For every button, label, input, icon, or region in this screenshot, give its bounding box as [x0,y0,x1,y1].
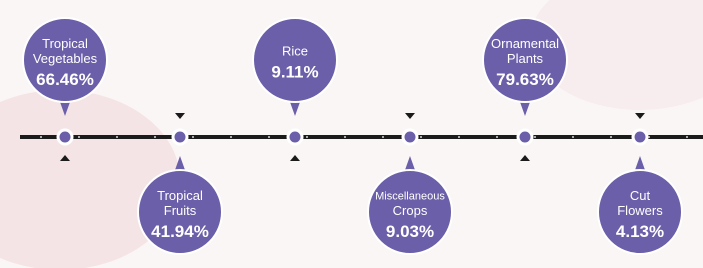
node [633,130,647,144]
item-label: Plants [507,51,544,66]
infographic: TropicalVegetables66.46%TropicalFruits41… [0,0,703,268]
item-value: 4.13% [616,222,664,241]
node [173,130,187,144]
item-value: 79.63% [496,70,554,89]
node [58,130,72,144]
item-value: 41.94% [151,222,209,241]
item-label: Crops [393,203,428,218]
item-label: Tropical [42,36,88,51]
item-label: Vegetables [33,51,98,66]
item-value: 9.11% [271,62,318,81]
item-label: Miscellaneous [375,190,445,202]
node [403,130,417,144]
item-label: Ornamental [491,36,559,51]
bubble [253,18,337,102]
item-label: Flowers [617,203,663,218]
item-label: Tropical [157,188,203,203]
item-label: Fruits [164,203,197,218]
item-label: Cut [630,188,651,203]
item-label: Rice [282,43,308,58]
node [288,130,302,144]
item-value: 66.46% [36,70,94,89]
item-value: 9.03% [386,222,434,241]
node [518,130,532,144]
